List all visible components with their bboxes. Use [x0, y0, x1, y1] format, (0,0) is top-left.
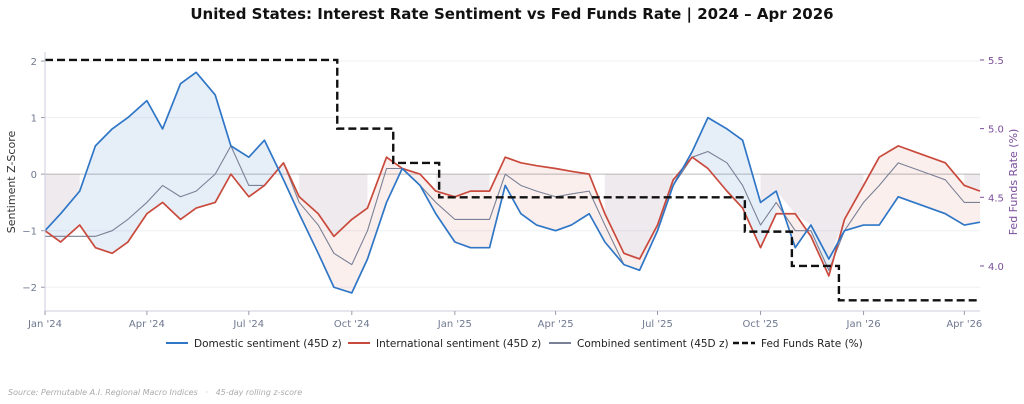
x-tick-label: Jan '26 — [846, 319, 881, 330]
x-tick-label: Oct '24 — [334, 319, 370, 330]
below-zero-fill — [844, 174, 864, 220]
below-zero-fill — [454, 174, 471, 197]
x-tick-label: Jan '24 — [27, 319, 62, 330]
below-zero-fill — [470, 174, 490, 192]
spread-fill — [604, 213, 624, 265]
below-zero-fill — [299, 174, 319, 214]
below-zero-fill — [639, 174, 658, 259]
y2-axis-label: Fed Funds Rate (%) — [1007, 129, 1020, 236]
spread-fill — [299, 196, 319, 254]
spread-fill — [45, 213, 61, 243]
axes: 2 1 0 −1 −2 5.5 5.0 4.5 4.0 Jan '24 Apr '24 Jul '24… — [22, 52, 1004, 330]
spread-fill — [945, 162, 965, 226]
spread-fill — [112, 117, 128, 254]
below-zero-fill — [795, 174, 811, 226]
spread-fill — [913, 151, 930, 209]
x-tick-label: Jul '25 — [641, 319, 673, 330]
y2-tick-label: 4.5 — [988, 193, 1004, 204]
below-zero-fill — [351, 174, 368, 220]
spread-fill — [489, 157, 506, 248]
legend-label: Combined sentiment (45D z) — [577, 338, 729, 350]
spread-fill — [79, 145, 96, 248]
y-tick-label: −2 — [22, 283, 37, 294]
spread-fill — [215, 94, 231, 203]
spread-fill — [351, 208, 368, 293]
below-zero-fill — [776, 174, 796, 214]
spread-fill — [555, 168, 572, 231]
spread-fill — [95, 128, 113, 254]
y-tick-label: −1 — [22, 227, 37, 238]
x-tick-label: Jul '24 — [232, 319, 264, 330]
legend: Domestic sentiment (45D z) International … — [166, 338, 863, 350]
spread-fill — [964, 185, 980, 226]
spread-fill — [248, 140, 265, 197]
spread-fill — [505, 157, 521, 214]
y2-tick-label: 5.5 — [988, 56, 1004, 67]
spread-fill — [333, 219, 352, 293]
y-tick-label: 0 — [31, 170, 37, 181]
series-lines — [44, 58, 981, 302]
below-zero-fill — [60, 174, 80, 214]
grid — [45, 60, 980, 288]
below-zero-fill — [810, 174, 829, 259]
x-tick-label: Apr '24 — [129, 319, 165, 330]
below-zero-fill — [333, 174, 352, 237]
y-tick-label: 1 — [31, 114, 37, 125]
fill-areas — [45, 72, 980, 293]
spread-fill — [760, 191, 777, 248]
spread-fill — [707, 117, 727, 192]
spread-fill — [879, 145, 899, 226]
chart-title: United States: Interest Rate Sentiment v… — [190, 5, 833, 24]
x-tick-label: Apr '25 — [538, 319, 574, 330]
spread-fill — [692, 117, 708, 169]
spread-fill — [180, 72, 197, 220]
spread-fill — [742, 140, 761, 248]
below-zero-fill — [760, 174, 777, 203]
series-line-domestic — [44, 71, 981, 294]
source-note: Source: Permutable A.I. Regional Macro I… — [8, 388, 302, 397]
legend-label: International sentiment (45D z) — [376, 338, 541, 350]
spread-fill — [435, 191, 455, 243]
fed-funds-line — [45, 58, 980, 302]
series-line-international — [44, 145, 981, 277]
x-tick-label: Apr '26 — [946, 319, 982, 330]
series-line-combined — [45, 145, 980, 271]
spread-fill — [726, 128, 743, 209]
spread-fill — [844, 185, 864, 231]
below-zero-fill — [318, 174, 334, 237]
below-zero-fill — [45, 174, 61, 231]
below-zero-fill — [435, 174, 455, 197]
spread-fill — [367, 157, 387, 259]
x-tick-label: Jan '25 — [437, 319, 472, 330]
y2-tick-label: 4.0 — [988, 262, 1004, 273]
spread-fill — [929, 157, 946, 214]
below-zero-fill — [828, 174, 845, 259]
spread-fill — [863, 157, 880, 226]
legend-label: Domestic sentiment (45D z) — [194, 338, 342, 350]
legend-label: Fed Funds Rate (%) — [761, 338, 863, 350]
spread-fill — [520, 162, 537, 226]
spread-fill — [283, 162, 300, 214]
y-axis-label: Sentiment Z-Score — [5, 131, 18, 234]
below-zero-fill — [623, 174, 640, 259]
y2-tick-label: 5.0 — [988, 125, 1004, 136]
spread-fill — [127, 100, 147, 243]
y-tick-label: 2 — [31, 57, 37, 68]
spread-fill — [898, 145, 914, 203]
spread-fill — [230, 145, 249, 197]
spread-fill — [196, 72, 216, 209]
below-zero-fill — [604, 174, 624, 254]
spread-fill — [146, 100, 163, 214]
x-tick-label: Oct '25 — [743, 319, 779, 330]
